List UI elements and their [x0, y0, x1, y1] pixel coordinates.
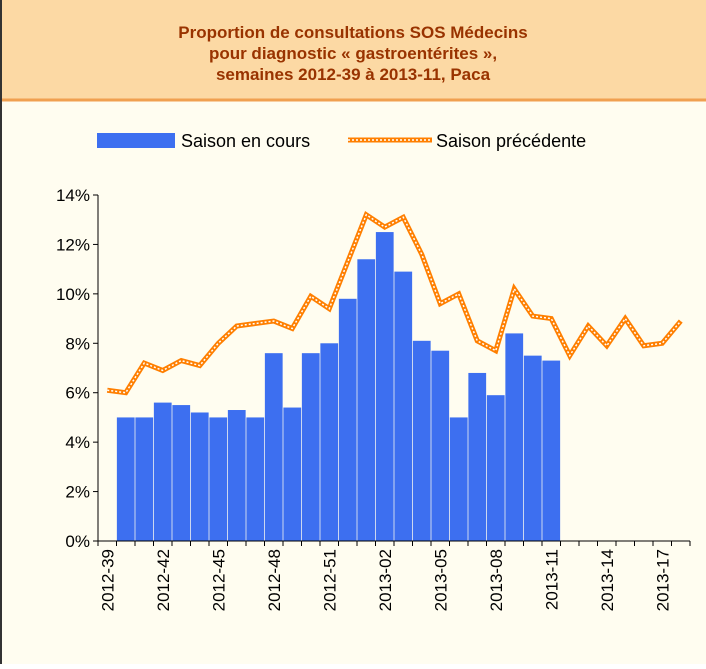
y-tick-label: 10%	[56, 285, 90, 304]
bar	[486, 395, 505, 541]
bar	[264, 353, 283, 541]
bar	[431, 350, 450, 541]
x-tick-label: 2012-45	[209, 549, 228, 611]
bar	[357, 259, 376, 541]
line-highlight	[107, 213, 682, 394]
bar	[301, 353, 320, 541]
chart-title: semaines 2012-39 à 2013-11, Paca	[216, 65, 491, 84]
y-tick-label: 2%	[65, 483, 90, 502]
bar	[523, 355, 542, 541]
bar	[412, 340, 431, 541]
x-tick-label: 2013-02	[376, 549, 395, 611]
x-tick-label: 2013-11	[542, 549, 561, 610]
bar	[375, 232, 394, 542]
x-tick-label: 2012-42	[154, 549, 173, 611]
bar	[320, 343, 339, 541]
bar	[209, 417, 228, 541]
legend-label: Saison précédente	[436, 131, 586, 151]
bar	[190, 412, 209, 541]
bar	[172, 405, 191, 541]
bar	[449, 417, 468, 541]
chart-title: Proportion de consultations SOS Médecins	[178, 23, 528, 42]
x-tick-label: 2013-17	[653, 549, 672, 611]
x-tick-label: 2013-05	[431, 549, 450, 611]
y-tick-label: 6%	[65, 384, 90, 403]
bar	[116, 417, 135, 541]
x-tick-label: 2013-14	[598, 549, 617, 611]
legend-label: Saison en cours	[181, 131, 310, 151]
bar	[468, 372, 487, 541]
x-tick-label: 2012-39	[98, 549, 117, 611]
bar	[153, 402, 172, 541]
y-tick-label: 12%	[56, 235, 90, 254]
bar	[227, 410, 246, 541]
y-tick-label: 14%	[56, 186, 90, 205]
bar	[338, 298, 357, 541]
x-tick-label: 2012-51	[320, 549, 339, 611]
legend-swatch	[97, 133, 175, 148]
bar	[246, 417, 265, 541]
bar	[283, 407, 302, 541]
bar	[505, 333, 524, 541]
x-tick-label: 2013-08	[487, 549, 506, 611]
y-tick-label: 0%	[65, 532, 90, 551]
bar	[394, 271, 413, 541]
x-tick-label: 2012-48	[265, 549, 284, 611]
bar	[135, 417, 154, 541]
title-band	[0, 0, 706, 100]
chart-title: pour diagnostic « gastroentérites »,	[209, 44, 497, 63]
y-tick-label: 8%	[65, 334, 90, 353]
y-tick-label: 4%	[65, 433, 90, 452]
bar	[542, 360, 561, 541]
